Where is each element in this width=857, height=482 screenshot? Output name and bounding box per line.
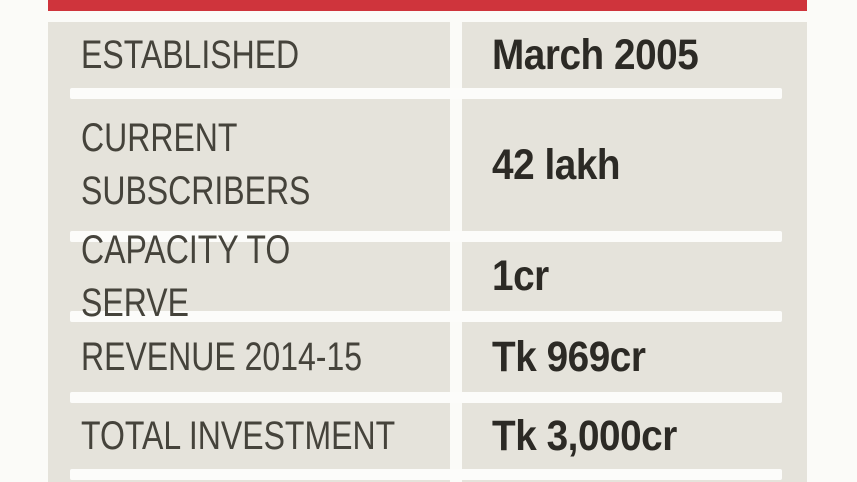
row-value: Tk 3,000cr: [492, 411, 677, 460]
column-divider: [450, 22, 462, 482]
row-separator: [70, 469, 782, 480]
row-label: TOTAL INVESTMENT: [81, 413, 396, 458]
row-label-cell: CURRENT SUBSCRIBERS: [81, 99, 481, 231]
row-value-cell: 42 lakh: [492, 99, 832, 231]
row-label: ESTABLISHED: [81, 32, 300, 77]
row-separator: [70, 88, 782, 99]
row-value-cell: March 2005: [492, 22, 832, 88]
row-value: 42 lakh: [492, 140, 621, 189]
row-label: REVENUE 2014-15: [81, 335, 363, 380]
table-row: ESTABLISHED March 2005: [48, 22, 807, 88]
row-label: CAPACITY TO SERVE: [81, 227, 291, 325]
table-row: REVENUE 2014-15 Tk 969cr: [48, 323, 807, 392]
header-accent-bar: [48, 0, 807, 11]
row-separator: [70, 392, 782, 403]
table-row: TOTAL INVESTMENT Tk 3,000cr: [48, 403, 807, 469]
row-label-cell: TOTAL INVESTMENT: [81, 403, 481, 469]
row-value-cell: Tk 969cr: [492, 323, 832, 392]
table-row: CAPACITY TO SERVE 1cr: [48, 228, 807, 325]
row-value: March 2005: [492, 30, 699, 79]
row-value: 1cr: [492, 252, 549, 300]
row-separator: [70, 231, 782, 242]
row-value: Tk 969cr: [492, 333, 646, 381]
row-value-cell: Tk 3,000cr: [492, 403, 832, 469]
row-label-cell: ESTABLISHED: [81, 22, 481, 88]
row-separator: [70, 311, 782, 322]
table-row: CURRENT SUBSCRIBERS 42 lakh: [48, 99, 807, 231]
row-label-cell: CAPACITY TO SERVE: [81, 228, 481, 325]
row-label: CURRENT SUBSCRIBERS: [81, 116, 311, 213]
row-label-cell: REVENUE 2014-15: [81, 323, 481, 392]
row-value-cell: 1cr: [492, 242, 832, 311]
